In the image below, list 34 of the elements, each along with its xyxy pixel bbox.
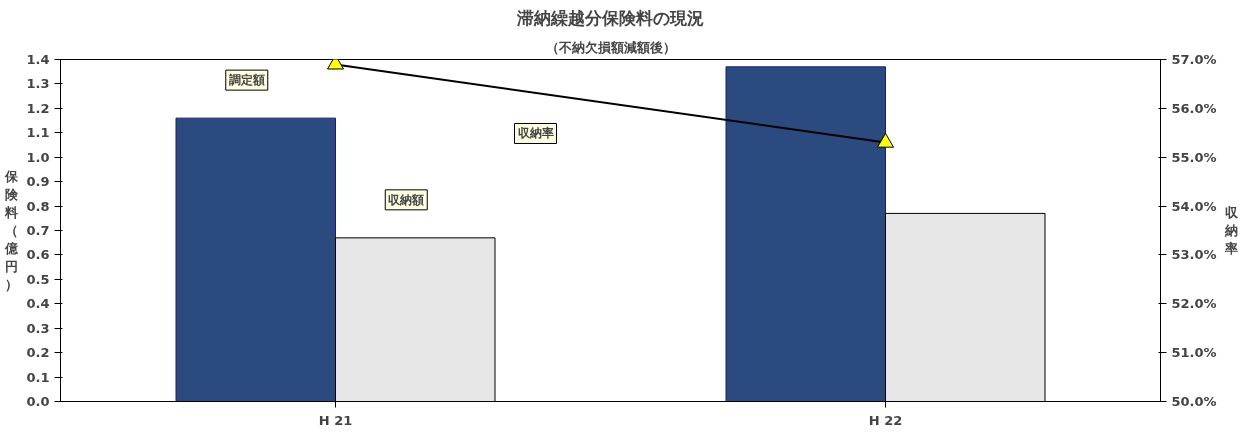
y-tick-label: 0.6 — [26, 247, 50, 263]
y2-tick-label: 57.0% — [1171, 52, 1217, 67]
y-tick-label: 0.9 — [26, 174, 50, 190]
y-tick-label: 1.1 — [26, 125, 50, 141]
y-tick-label: 0.8 — [26, 198, 50, 214]
y2-axis-title: 収納率 — [1223, 205, 1239, 256]
y2-tick-label: 50.0% — [1171, 394, 1217, 409]
y-tick-label: 0.3 — [26, 320, 50, 336]
chart-title: 滞納繰越分保険料の現況 — [516, 7, 704, 28]
y-tick-label: 0.2 — [26, 345, 50, 361]
text: 調定額 — [227, 73, 265, 88]
y2-tick-label: 52.0% — [1171, 296, 1217, 312]
bar — [725, 66, 886, 402]
text: 収納率 — [517, 126, 554, 141]
y-tick-label: 0.4 — [26, 296, 50, 312]
y-tick-label: 1.0 — [26, 149, 50, 165]
y2-tick-label: 55.0% — [1171, 149, 1217, 165]
y-tick-label: 1.2 — [26, 100, 50, 116]
y2-tick-label: 51.0% — [1171, 345, 1217, 361]
x-tick-label: H 21 — [318, 412, 353, 428]
y2-tick-label: 54.0% — [1171, 198, 1217, 214]
y-tick-label: 0.5 — [26, 271, 50, 287]
y-tick-label: 0.0 — [26, 394, 50, 409]
y-axis-title: 保険料（億円） — [4, 169, 20, 292]
y2-tick-label: 53.0% — [1171, 247, 1217, 263]
y-tick-label: 0.1 — [26, 369, 50, 385]
x-tick-label: H 22 — [868, 412, 903, 428]
y-tick-label: 1.3 — [26, 76, 50, 92]
bar — [175, 117, 336, 402]
y-tick-label: 0.7 — [26, 223, 50, 238]
y2-tick-label: 56.0% — [1171, 100, 1217, 116]
y-tick-label: 1.4 — [26, 52, 50, 67]
chart-subtitle: （不納欠損額減額後） — [545, 39, 676, 55]
text: 収納額 — [388, 192, 425, 207]
